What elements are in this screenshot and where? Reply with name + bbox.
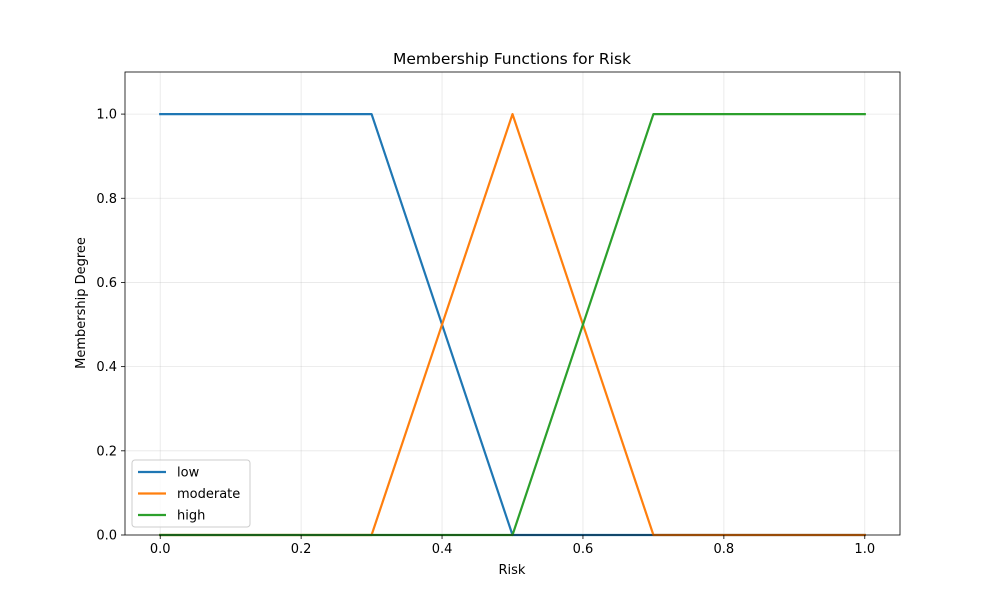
- y-tick-label: 0.0: [96, 529, 117, 544]
- legend-label: moderate: [177, 487, 240, 502]
- x-tick-label: 0.8: [714, 542, 735, 557]
- x-axis-label: Risk: [499, 563, 526, 578]
- chart-title: Membership Functions for Risk: [393, 50, 631, 68]
- x-tick-label: 1.0: [854, 542, 875, 557]
- x-tick-label: 0.2: [291, 542, 312, 557]
- y-tick-label: 0.2: [96, 444, 117, 459]
- axis-ticks: 0.0 0.2 0.4 0.6 0.8 1.0 0.0 0.2 0.4 0.6 0.8 1.0: [96, 108, 875, 557]
- x-tick-label: 0.0: [150, 542, 171, 557]
- legend-label: high: [177, 509, 205, 524]
- y-tick-label: 0.8: [96, 192, 117, 207]
- y-axis-label: Membership Degree: [74, 237, 89, 369]
- legend-label: low: [177, 466, 200, 481]
- x-tick-label: 0.6: [573, 542, 594, 557]
- y-tick-label: 0.4: [96, 360, 117, 375]
- legend-box: [131, 459, 251, 528]
- legend: low moderate high: [131, 459, 251, 528]
- plot-frame: [124, 71, 901, 536]
- y-tick-label: 0.6: [96, 276, 117, 291]
- y-tick-label: 1.0: [96, 108, 117, 123]
- x-tick-label: 0.4: [432, 542, 453, 557]
